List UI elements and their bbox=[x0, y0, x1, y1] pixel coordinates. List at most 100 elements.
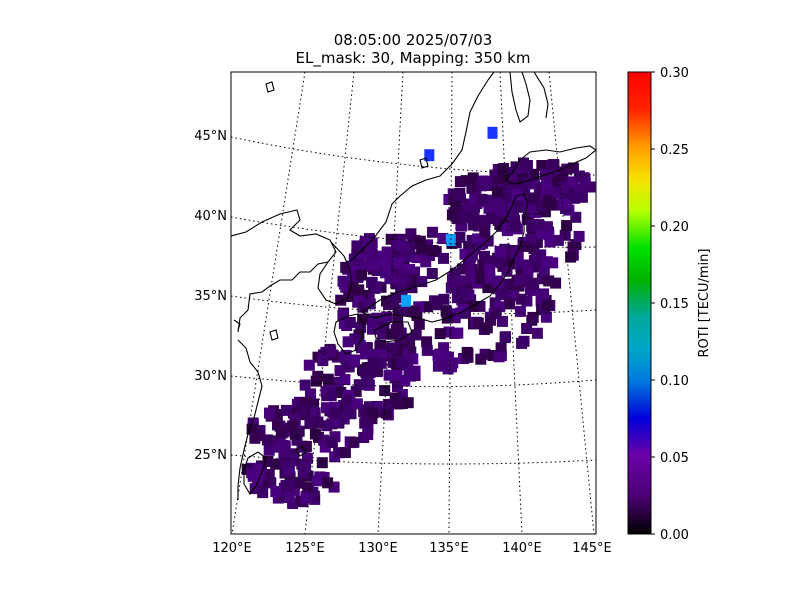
roti-cell bbox=[329, 415, 341, 426]
roti-cell bbox=[296, 405, 308, 417]
roti-cell bbox=[299, 379, 311, 391]
roti-cell bbox=[381, 311, 393, 323]
roti-cell bbox=[406, 274, 418, 286]
roti-cell bbox=[303, 359, 315, 371]
roti-cell bbox=[359, 348, 371, 360]
roti-cell bbox=[494, 246, 506, 257]
roti-cell bbox=[267, 435, 279, 447]
roti-cell bbox=[263, 469, 275, 480]
roti-cell bbox=[459, 248, 471, 260]
roti-cell bbox=[538, 288, 550, 300]
roti-cell bbox=[576, 191, 588, 203]
roti-cell bbox=[502, 280, 514, 292]
roti-cell bbox=[270, 486, 282, 497]
roti-cell bbox=[369, 259, 380, 271]
roti-cell bbox=[367, 356, 379, 368]
roti-cell bbox=[287, 407, 299, 419]
roti-cell bbox=[364, 367, 376, 379]
roti-cell bbox=[262, 456, 274, 467]
plot-title-params: EL_mask: 30, Mapping: 350 km bbox=[295, 49, 531, 67]
roti-cell bbox=[356, 269, 367, 281]
roti-cell bbox=[437, 233, 449, 244]
roti-cell bbox=[464, 262, 476, 274]
roti-cell bbox=[570, 211, 582, 223]
roti-cell bbox=[305, 388, 316, 400]
roti-cell bbox=[371, 265, 383, 276]
roti-cell bbox=[303, 408, 315, 420]
roti-cell bbox=[491, 186, 503, 198]
roti-cell bbox=[312, 370, 324, 382]
roti-cell bbox=[363, 379, 375, 391]
roti-cell bbox=[525, 233, 537, 245]
lat-label-45: 45°N bbox=[194, 129, 227, 144]
lat-label-30: 30°N bbox=[194, 369, 227, 384]
roti-cell bbox=[309, 428, 321, 440]
roti-cell bbox=[504, 258, 516, 270]
roti-cell bbox=[360, 414, 372, 426]
roti-cell bbox=[413, 318, 425, 330]
roti-cell bbox=[488, 194, 500, 206]
roti-cell bbox=[454, 176, 466, 188]
roti-cell bbox=[536, 200, 548, 212]
roti-cell bbox=[405, 346, 417, 358]
roti-cell bbox=[452, 327, 464, 339]
roti-cell bbox=[338, 317, 350, 329]
lon-label-125: 125°E bbox=[285, 541, 325, 556]
roti-cell bbox=[392, 304, 404, 316]
roti-cell bbox=[495, 289, 507, 301]
roti-cell bbox=[493, 351, 505, 363]
roti-cell bbox=[467, 172, 479, 184]
latitude-labels: 45°N 40°N 35°N 30°N 25°N bbox=[194, 129, 227, 463]
roti-cell bbox=[300, 440, 312, 452]
roti-cell bbox=[359, 260, 371, 272]
roti-cell bbox=[395, 331, 407, 343]
roti-cell bbox=[329, 431, 341, 443]
roti-cell bbox=[482, 282, 494, 294]
roti-cell bbox=[249, 483, 261, 495]
roti-cell bbox=[373, 250, 385, 262]
roti-cell bbox=[567, 176, 579, 188]
roti-cell bbox=[511, 200, 523, 212]
roti-cell bbox=[531, 236, 543, 247]
roti-cell bbox=[322, 373, 334, 385]
roti-cell bbox=[565, 251, 577, 263]
roti-cell bbox=[288, 484, 300, 496]
roti-cell bbox=[402, 358, 414, 370]
roti-cell bbox=[545, 198, 557, 210]
roti-cell bbox=[411, 252, 423, 264]
cb-tick-0.10: 0.10 bbox=[660, 374, 689, 389]
roti-cell bbox=[371, 401, 383, 412]
roti-cell bbox=[395, 339, 407, 351]
roti-cell bbox=[440, 305, 452, 317]
map-area bbox=[231, 72, 596, 534]
roti-cell bbox=[573, 183, 584, 195]
roti-cell bbox=[396, 356, 408, 368]
roti-cell bbox=[372, 365, 384, 376]
roti-cell bbox=[454, 275, 466, 287]
roti-cell bbox=[421, 336, 433, 348]
roti-cell bbox=[385, 328, 397, 340]
roti-cell bbox=[420, 256, 432, 268]
roti-cell bbox=[294, 396, 305, 408]
roti-cell bbox=[279, 456, 291, 468]
roti-cell bbox=[552, 234, 564, 246]
roti-cell bbox=[359, 235, 371, 247]
roti-cell bbox=[508, 209, 519, 220]
lon-label-135: 135°E bbox=[429, 541, 469, 556]
roti-cell bbox=[522, 266, 534, 278]
roti-cell bbox=[438, 293, 450, 305]
roti-cell bbox=[388, 294, 400, 306]
roti-cell bbox=[449, 308, 461, 320]
roti-cell bbox=[375, 357, 387, 369]
roti-cell bbox=[457, 304, 469, 315]
roti-cell bbox=[379, 385, 391, 397]
roti-cell bbox=[490, 207, 502, 219]
roti-cell bbox=[410, 329, 422, 341]
roti-cell bbox=[514, 305, 526, 317]
roti-cell bbox=[485, 314, 497, 326]
roti-cell bbox=[561, 220, 573, 232]
roti-cell bbox=[507, 172, 519, 184]
roti-cell bbox=[302, 482, 314, 494]
roti-cell bbox=[297, 468, 309, 479]
roti-cell bbox=[391, 369, 403, 381]
